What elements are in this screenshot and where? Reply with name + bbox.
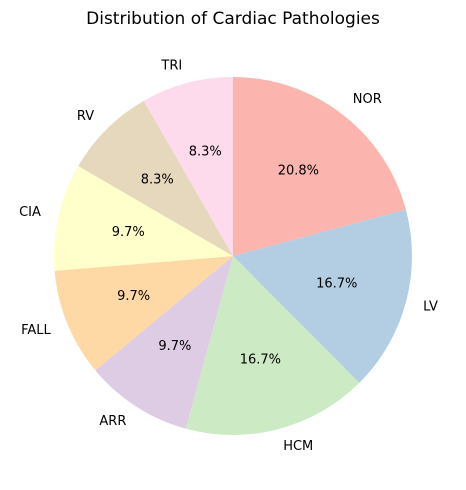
- pct-label-fall: 9.7%: [117, 289, 150, 304]
- category-label-hcm: HCM: [283, 439, 313, 454]
- category-label-fall: FALL: [21, 323, 51, 338]
- pct-label-nor: 20.8%: [278, 163, 319, 178]
- category-labels: NOR LV HCM ARR FALL CIA RV TRI: [19, 58, 438, 454]
- pie-slice-arr: [95, 256, 233, 429]
- pct-label-arr: 9.7%: [158, 339, 191, 354]
- pct-label-rv: 8.3%: [141, 172, 174, 187]
- pie-slice-cia: [53, 166, 233, 271]
- pct-label-tri: 8.3%: [189, 145, 222, 160]
- category-label-lv: LV: [423, 300, 438, 315]
- pie-slice-nor: [233, 77, 406, 256]
- pct-label-cia: 9.7%: [112, 225, 145, 240]
- percentage-labels: 20.8% 16.7% 16.7% 9.7% 9.7% 9.7% 8.3% 8.3%: [112, 145, 358, 368]
- pct-label-lv: 16.7%: [316, 276, 357, 291]
- category-label-arr: ARR: [99, 414, 126, 429]
- chart-title: Distribution of Cardiac Pathologies: [86, 9, 380, 29]
- pie-slice-tri: [143, 77, 233, 256]
- category-label-cia: CIA: [19, 205, 41, 220]
- pie-slice-rv: [78, 100, 233, 256]
- pie-slice-hcm: [185, 256, 360, 435]
- pie-slice-fall: [54, 256, 234, 371]
- category-label-rv: RV: [77, 109, 94, 124]
- pie-slice-lv: [233, 209, 412, 383]
- pct-label-hcm: 16.7%: [240, 352, 281, 367]
- pie-slices: [53, 77, 412, 435]
- category-label-tri: TRI: [160, 58, 182, 73]
- category-label-nor: NOR: [353, 92, 382, 107]
